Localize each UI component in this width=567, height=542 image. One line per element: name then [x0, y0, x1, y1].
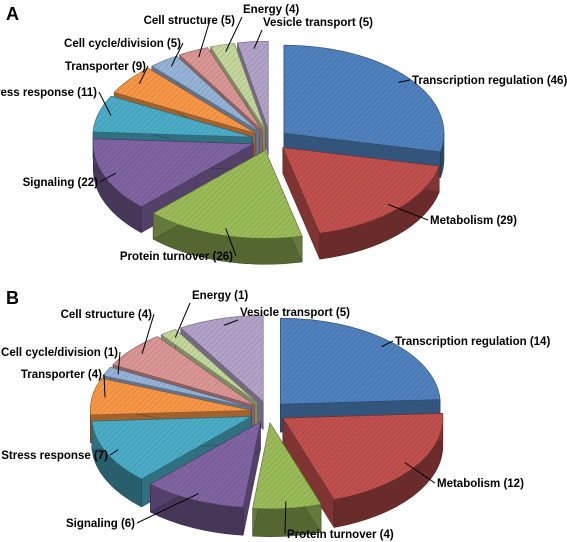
leader-line-protein-turnover [284, 501, 287, 535]
slice-label-vesicle-transport: Vesicle transport (5) [240, 307, 350, 319]
slice-top-face [92, 138, 255, 208]
slice-top-face [113, 67, 256, 134]
leader-line-transcription-regulation [398, 79, 411, 83]
pie-slice-metabolism-a [282, 147, 440, 260]
slice-label-energy: Energy (1) [192, 290, 248, 302]
pie-chart-panel-b: B Transcription regulation (14) Metabolis… [1, 288, 550, 541]
slice-label-signaling: Signaling (22) [23, 177, 99, 189]
slice-label-metabolism: Metabolism (29) [430, 215, 517, 227]
slice-top-face [282, 147, 440, 234]
pie-slice-protein-turnover-b [252, 421, 322, 537]
leader-line-signaling [99, 172, 117, 183]
slice-label-cell-structure: Cell structure (4) [61, 309, 153, 321]
leader-line-metabolism [387, 203, 429, 221]
slice-top-face [92, 95, 253, 138]
slice-label-protein-turnover: Protein turnover (26) [120, 251, 233, 263]
slice-top-face [160, 329, 259, 404]
slice-label-stress-response: Stress response (7) [1, 450, 108, 462]
leader-line-cell-cycle-division [170, 42, 184, 67]
slice-top-face [152, 149, 303, 239]
slice-top-face [283, 44, 445, 153]
slice-top-face [180, 315, 264, 403]
leader-line-vesicle-transport [253, 29, 263, 49]
slice-top-face [252, 421, 322, 510]
slice-label-cell-cycle-division: Cell cycle/division (5) [64, 38, 181, 50]
slice-label-cell-structure: Cell structure (5) [144, 15, 236, 27]
slice-top-face [149, 421, 261, 508]
leader-line-stress-response [98, 91, 112, 116]
leader-line-transporter [103, 373, 106, 398]
pie-slice-signaling-b [149, 421, 261, 536]
panel-label-b: B [6, 288, 19, 308]
leader-line-cell-cycle-division [117, 351, 121, 375]
slice-label-energy: Energy (4) [243, 4, 299, 16]
slice-label-protein-turnover: Protein turnover (4) [287, 529, 394, 541]
slice-label-metabolism: Metabolism (12) [437, 478, 524, 490]
pie-slice-metabolism-b [282, 413, 444, 529]
slice-top-face [89, 378, 251, 416]
slice-label-stress-response: Stress response (11) [0, 87, 97, 99]
slice-top-face [91, 416, 252, 480]
slice-label-transporter: Transporter (9) [65, 61, 146, 73]
leader-line-cell-structure [198, 19, 211, 58]
leader-line-energy [174, 302, 191, 338]
slice-label-transporter: Transporter (4) [21, 369, 102, 381]
leader-line-protein-turnover [225, 228, 237, 257]
slice-top-face [102, 366, 252, 408]
slice-top-face [112, 336, 255, 406]
pie-slice-protein-turnover-a [152, 149, 303, 265]
leader-line-energy [225, 16, 243, 52]
slice-top-face [237, 40, 269, 130]
slice-top-face [178, 47, 263, 131]
slice-top-face [280, 317, 441, 405]
leader-line-metabolism [404, 462, 436, 484]
leader-line-stress-response [109, 449, 119, 456]
leader-line-vesicle-transport [223, 319, 239, 326]
slice-label-transcription-regulation: Transcription regulation (46) [412, 75, 567, 87]
slice-top-face [209, 42, 266, 130]
leader-line-transcription-regulation [381, 340, 394, 348]
slice-label-vesicle-transport: Vesicle transport (5) [263, 17, 373, 29]
leader-line-transporter [138, 65, 149, 85]
pie-chart-panel-a: A Transcription regulation (46) Metabolis… [0, 4, 567, 265]
slice-top-face [282, 413, 444, 500]
slice-label-cell-cycle-division: Cell cycle/division (1) [1, 347, 118, 359]
panel-label-a: A [6, 4, 19, 24]
leader-line-cell-structure [141, 313, 155, 354]
slice-label-transcription-regulation: Transcription regulation (14) [395, 336, 550, 348]
leader-line-signaling [136, 493, 199, 524]
slice-label-signaling: Signaling (6) [66, 518, 135, 530]
